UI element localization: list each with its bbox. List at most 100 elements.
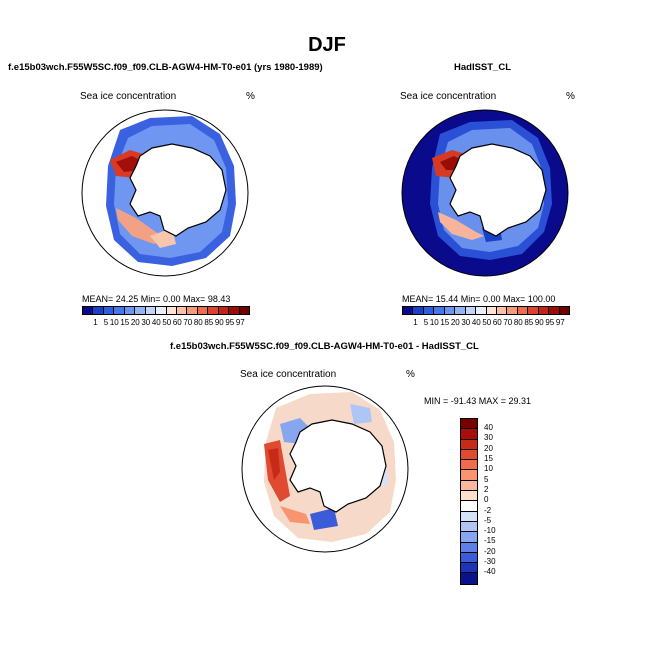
diff-colorbar-swatch <box>461 419 477 430</box>
diff-colorbar-swatch <box>461 460 477 471</box>
diff-colorbar-swatch <box>461 552 477 564</box>
diff-colorbar-tick-label: -40 <box>484 567 496 577</box>
obs-colorbar-tick-label: 20 <box>450 318 460 327</box>
model-colorbar-tick-label: 95 <box>225 318 235 327</box>
model-colorbar-swatch <box>103 307 115 314</box>
obs-colorbar-tick-label: 5 <box>423 318 429 327</box>
diff-colorbar-swatch <box>461 439 477 450</box>
model-colorbar-tick-label: 85 <box>204 318 214 327</box>
obs-panel-label: Sea ice concentration <box>400 91 497 102</box>
obs-colorbar-swatch <box>538 307 550 314</box>
obs-colorbar-swatch <box>549 307 560 314</box>
model-colorbar-swatch <box>176 307 188 314</box>
model-colorbar-tick-label: 60 <box>172 318 182 327</box>
model-stats: MEAN= 24.25 Min= 0.00 Max= 98.43 <box>82 294 231 304</box>
model-colorbar-swatch <box>124 307 136 314</box>
figure-title: DJF <box>308 34 346 56</box>
model-colorbar-tick-label: 97 <box>235 318 245 327</box>
model-panel-label: Sea ice concentration <box>80 91 177 102</box>
obs-colorbar-swatch <box>403 307 414 314</box>
diff-colorbar-swatch <box>461 491 477 502</box>
diff-pos-ross <box>280 506 310 524</box>
diff-colorbar-swatch <box>461 542 477 553</box>
model-colorbar <box>82 306 250 315</box>
obs-colorbar-tick-label: 80 <box>513 318 523 327</box>
model-colorbar-tick-label: 40 <box>151 318 161 327</box>
diff-colorbar-swatch <box>461 501 477 512</box>
diff-panel-unit: % <box>406 369 415 380</box>
model-colorbar-tick-label: 80 <box>193 318 203 327</box>
diff-colorbar-tick-label: -20 <box>484 546 496 556</box>
diff-map <box>241 385 409 553</box>
obs-colorbar-swatch <box>486 307 497 314</box>
obs-colorbar-tick-label: 70 <box>503 318 513 327</box>
diff-panel-label: Sea ice concentration <box>240 369 337 380</box>
diff-colorbar-tick-label: 0 <box>484 495 489 505</box>
model-colorbar-tick-label: 10 <box>109 318 119 327</box>
diff-colorbar-tick-label: 10 <box>484 464 493 474</box>
diff-colorbar-tick-label: -5 <box>484 515 492 525</box>
diff-colorbar-tick-label: 30 <box>484 433 493 443</box>
model-colorbar-swatch <box>166 307 177 314</box>
obs-colorbar-swatch <box>496 307 508 314</box>
obs-colorbar-swatch <box>423 307 435 314</box>
obs-colorbar-tick-label: 90 <box>534 318 544 327</box>
obs-case-title: HadISST_CL <box>454 62 512 73</box>
obs-colorbar-swatch <box>507 307 518 314</box>
diff-colorbar-swatch <box>461 563 477 574</box>
obs-colorbar-tick-label: 97 <box>555 318 565 327</box>
diff-case-title: f.e15b03wch.F55W5SC.f09_f09.CLB-AGW4-HM-… <box>170 341 479 352</box>
model-colorbar-swatch <box>208 307 219 314</box>
diff-colorbar-tick-label: 5 <box>484 474 489 484</box>
model-colorbar-tick-label: 30 <box>141 318 151 327</box>
obs-panel-unit: % <box>566 91 575 102</box>
diff-colorbar-tick-label: 40 <box>484 423 493 433</box>
obs-antarctica <box>449 143 547 237</box>
obs-colorbar-swatch <box>413 307 424 314</box>
obs-colorbar-swatch <box>465 307 477 314</box>
diff-stats: MIN = -91.43 MAX = 29.31 <box>424 396 532 406</box>
diff-map-boundary <box>241 385 409 553</box>
obs-colorbar-tick-label: 40 <box>471 318 481 327</box>
obs-colorbar-tick-label: 15 <box>440 318 450 327</box>
model-antarctica <box>129 143 227 237</box>
diff-colorbar-tick-label: -15 <box>484 536 496 546</box>
model-colorbar-swatch <box>114 307 125 314</box>
obs-colorbar-labels: 1 5 10 15 20 30 40 50 60 70 80 85 90 95 97 <box>407 318 565 327</box>
model-colorbar-tick-label: 15 <box>120 318 130 327</box>
model-colorbar-tick-label: 90 <box>214 318 224 327</box>
model-map-boundary <box>81 109 249 277</box>
diff-colorbar-swatch <box>461 480 477 492</box>
obs-colorbar-swatch <box>434 307 445 314</box>
model-colorbar-tick-label: 70 <box>183 318 193 327</box>
obs-colorbar-tick-label: 95 <box>545 318 555 327</box>
model-colorbar-swatch <box>83 307 94 314</box>
model-colorbar-swatch <box>239 307 249 314</box>
obs-colorbar-tick-label: 50 <box>482 318 492 327</box>
obs-colorbar-swatch <box>444 307 456 314</box>
model-colorbar-tick-label: 50 <box>162 318 172 327</box>
model-colorbar-swatch <box>93 307 104 314</box>
model-colorbar-labels: 1 5 10 15 20 30 40 50 60 70 80 85 90 95 97 <box>87 318 245 327</box>
diff-colorbar-swatch <box>461 532 477 543</box>
diff-colorbar-labels: 40 30 20 15 10 5 2 0 -2 -5 -10 -15 -20 -30 -40 <box>484 423 496 577</box>
obs-colorbar-swatch <box>559 307 569 314</box>
obs-colorbar <box>402 306 570 315</box>
model-case-title: f.e15b03wch.F55W5SC.f09_f09.CLB-AGW4-HM-… <box>8 62 323 73</box>
obs-colorbar-tick-label: 1 <box>413 318 418 327</box>
model-colorbar-tick-label: 20 <box>130 318 140 327</box>
model-colorbar-swatch <box>156 307 167 314</box>
obs-colorbar-swatch <box>455 307 466 314</box>
model-colorbar-swatch <box>229 307 240 314</box>
model-colorbar-swatch <box>145 307 157 314</box>
diff-neg-patch-2 <box>350 404 372 424</box>
diff-antarctica <box>289 419 387 513</box>
diff-colorbar-swatch <box>461 470 477 481</box>
obs-stats: MEAN= 15.44 Min= 0.00 Max= 100.00 <box>402 294 556 304</box>
obs-colorbar-swatch <box>517 307 529 314</box>
obs-colorbar-tick-label: 60 <box>492 318 502 327</box>
diff-colorbar <box>460 418 478 585</box>
diff-colorbar-tick-label: 20 <box>484 443 493 453</box>
diff-colorbar-tick-label: -10 <box>484 526 496 536</box>
diff-colorbar-swatch <box>461 573 477 584</box>
